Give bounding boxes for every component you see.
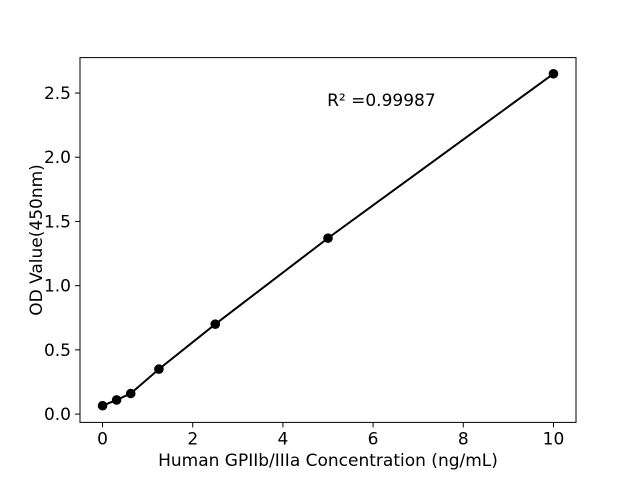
x-tick-label: 0 (97, 429, 108, 449)
y-tick-label: 0.0 (44, 405, 71, 425)
data-point (323, 233, 333, 243)
plot-frame (79, 57, 577, 423)
y-tick-label: 1.5 (44, 212, 71, 232)
x-tick-label: 2 (187, 429, 198, 449)
data-points (97, 68, 559, 411)
data-point (154, 364, 164, 374)
x-axis: 0 2 4 6 8 10 (97, 422, 564, 449)
data-point (97, 400, 108, 411)
r-squared-annotation: R² =0.99987 (327, 90, 436, 111)
data-point (548, 68, 559, 79)
x-axis-label: Human GPIIb/IIIa Concentration (ng/mL) (158, 451, 498, 471)
y-tick-label: 0.5 (44, 341, 71, 361)
y-tick-label: 1.0 (44, 277, 71, 297)
x-tick-label: 8 (458, 429, 469, 449)
y-tick-label: 2.5 (44, 84, 71, 104)
y-axis: 0.0 0.5 1.0 1.5 2.0 2.5 (44, 84, 80, 425)
x-tick-label: 6 (368, 429, 379, 449)
y-tick-label: 2.0 (44, 148, 71, 168)
y-axis-label: OD Value(450nm) (27, 164, 47, 316)
data-point (210, 319, 221, 329)
data-point (111, 395, 122, 405)
data-point (125, 388, 136, 399)
x-tick-label: 10 (543, 429, 565, 449)
x-tick-label: 4 (277, 429, 288, 449)
